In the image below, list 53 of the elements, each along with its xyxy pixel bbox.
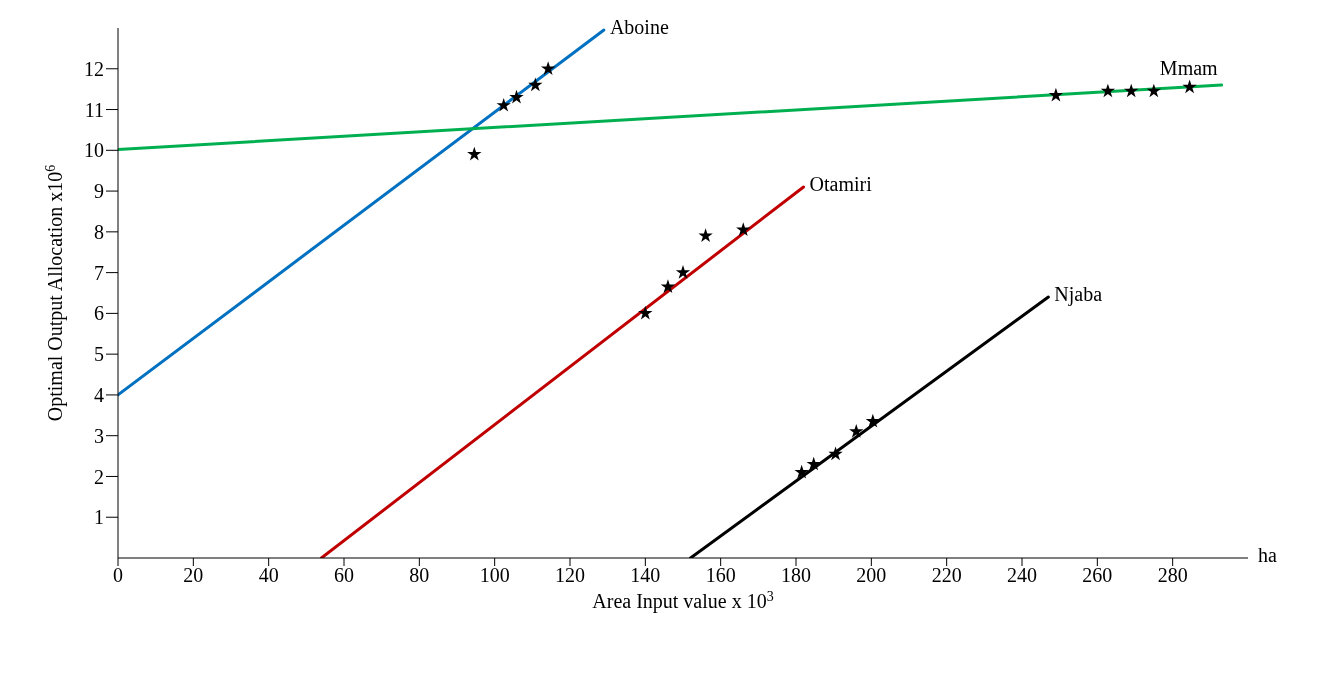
point	[698, 228, 713, 243]
point	[467, 146, 482, 161]
x-tick-label: 240	[1007, 564, 1037, 587]
point	[509, 89, 524, 104]
x-tick-label: 160	[705, 564, 736, 587]
x-tick-label: 120	[555, 564, 585, 587]
y-tick-label: 12	[84, 57, 104, 80]
point	[675, 265, 691, 279]
point	[806, 456, 821, 471]
y-tick-label: 4	[94, 384, 104, 407]
y-tick-label: 10	[84, 139, 104, 162]
series-label: Aboine	[609, 16, 669, 39]
x-tick-label: 180	[781, 564, 811, 587]
point	[660, 279, 676, 293]
y-tick-label: 7	[94, 261, 104, 284]
x-tick-label: 40	[258, 564, 279, 587]
point	[528, 77, 543, 92]
x-tick-label: 140	[630, 564, 661, 587]
point	[849, 424, 864, 438]
y-tick-label: 11	[84, 98, 104, 121]
point	[1146, 83, 1162, 98]
point	[1048, 87, 1064, 102]
x-tick-label: 20	[183, 564, 204, 587]
y-tick-label: 5	[94, 343, 104, 366]
series-label: Njaba	[1054, 283, 1103, 307]
series-label: Mmam	[1159, 57, 1219, 80]
x-tick-label: 200	[856, 564, 887, 587]
x-tick-label: 280	[1157, 564, 1188, 587]
point	[736, 222, 751, 236]
point	[540, 61, 556, 75]
y-tick-label: 9	[94, 180, 104, 203]
point	[1124, 83, 1139, 98]
y-tick-label: 8	[94, 220, 104, 243]
x-axis-title: Area Input value x 10$^{3}$	[592, 588, 774, 613]
point	[828, 446, 843, 461]
y-tick-label: 2	[94, 465, 104, 488]
x-tick-label: 100	[479, 564, 510, 587]
point	[1100, 83, 1116, 98]
x-tick-label: 80	[409, 564, 430, 587]
x-tick-label: 60	[334, 564, 354, 587]
point	[496, 97, 511, 112]
x-tick-label: 220	[931, 564, 962, 587]
x-tick-label: 0	[113, 564, 123, 587]
y-tick-label: 6	[94, 302, 104, 325]
point	[794, 464, 809, 479]
point	[865, 413, 881, 428]
x-tick-label: 260	[1082, 564, 1113, 587]
y-tick-label: 3	[94, 424, 104, 447]
series-label: Otamiri	[809, 173, 873, 195]
point	[1182, 79, 1197, 94]
point	[638, 305, 653, 320]
y-tick-label: 1	[94, 506, 104, 529]
text: ha	[1258, 544, 1277, 567]
